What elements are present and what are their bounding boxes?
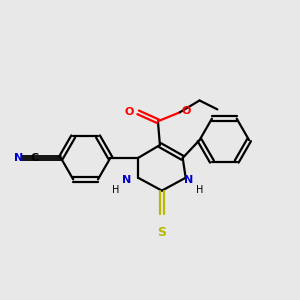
Text: H: H: [196, 184, 203, 195]
Text: C: C: [30, 153, 38, 163]
Text: N: N: [184, 175, 193, 185]
Text: O: O: [182, 106, 191, 116]
Text: N: N: [14, 153, 23, 163]
Text: O: O: [125, 107, 134, 117]
Text: H: H: [112, 184, 119, 195]
Text: S: S: [158, 226, 166, 239]
Text: N: N: [122, 175, 131, 185]
